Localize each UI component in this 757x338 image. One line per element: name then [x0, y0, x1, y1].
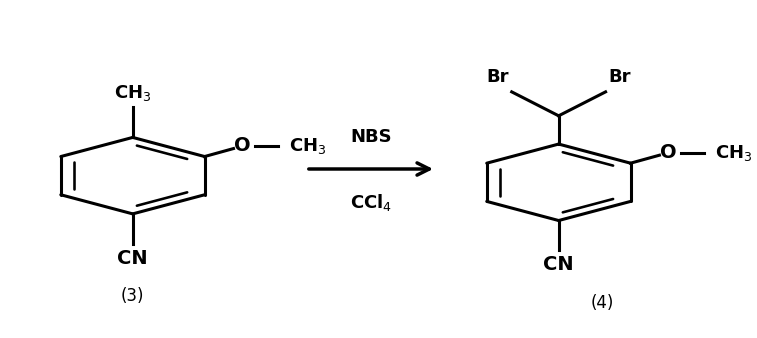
Text: Br: Br [609, 68, 631, 86]
Text: O: O [660, 143, 677, 162]
Text: CH$_3$: CH$_3$ [289, 136, 326, 156]
Text: O: O [234, 137, 251, 155]
Text: Br: Br [486, 68, 509, 86]
Text: CH$_3$: CH$_3$ [715, 143, 752, 163]
Text: CH$_3$: CH$_3$ [114, 82, 151, 102]
Text: (4): (4) [590, 294, 614, 312]
Text: CN: CN [117, 249, 148, 268]
Text: CN: CN [544, 256, 574, 274]
Text: NBS: NBS [350, 128, 392, 146]
Text: CCl$_4$: CCl$_4$ [350, 192, 392, 213]
Text: (3): (3) [121, 287, 145, 305]
